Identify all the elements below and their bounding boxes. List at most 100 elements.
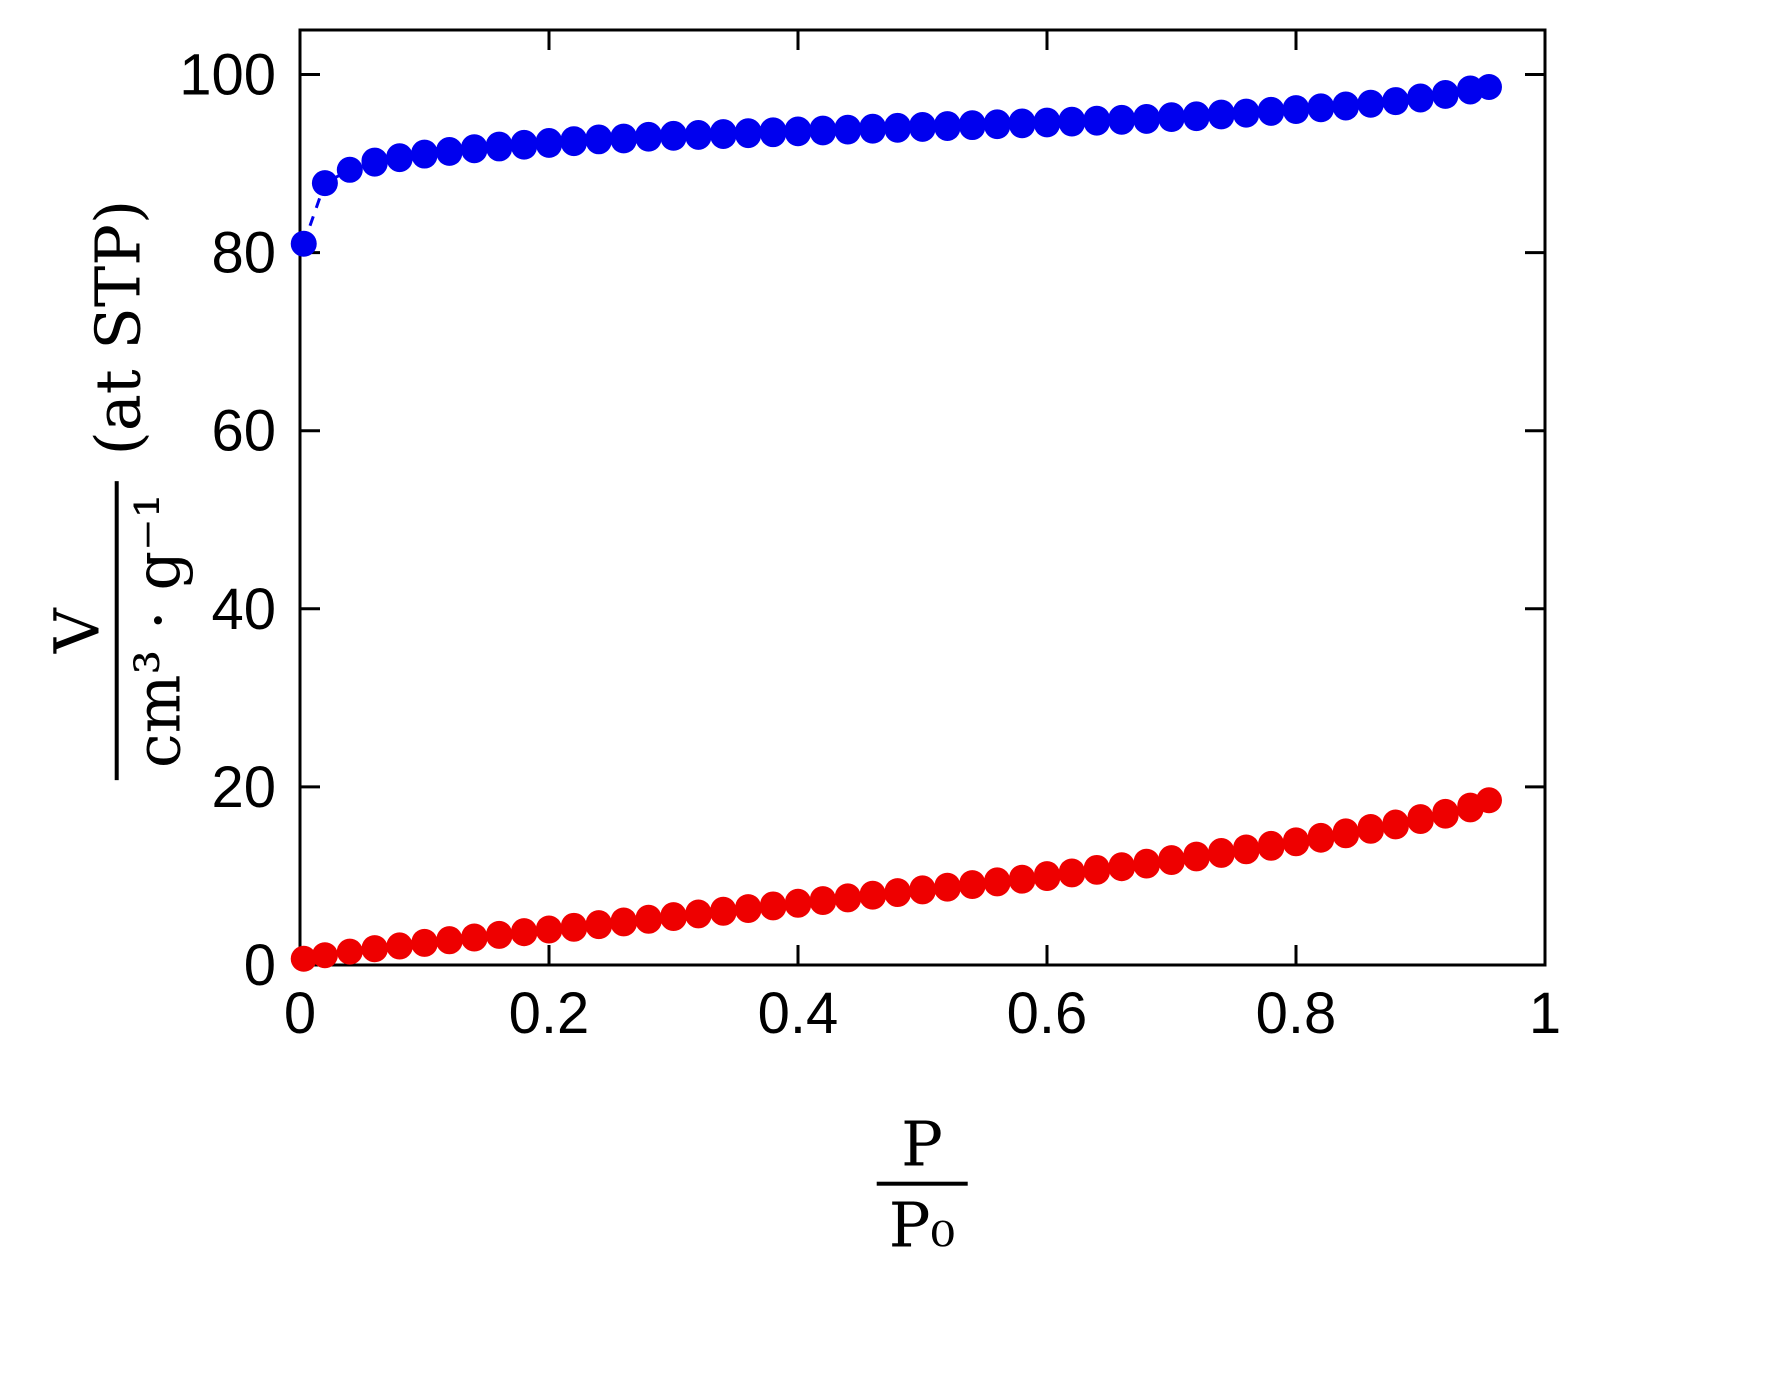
y-axis-fraction: V cm³ · g⁻¹: [40, 481, 195, 781]
red-adsorption-point: [1233, 834, 1260, 861]
red-adsorption-point: [311, 942, 338, 969]
blue-adsorption-point: [411, 142, 438, 169]
blue-adsorption-point: [1357, 91, 1384, 118]
blue-adsorption-point: [710, 122, 737, 149]
red-adsorption-point: [610, 907, 637, 934]
blue-adsorption-point: [809, 119, 836, 146]
red-adsorption-point: [1083, 854, 1110, 881]
blue-adsorption-point: [909, 115, 936, 142]
blue-adsorption-point: [486, 135, 513, 162]
blue-adsorption-point: [311, 170, 338, 197]
red-adsorption-point: [436, 926, 463, 953]
blue-adsorption-point: [1432, 82, 1459, 109]
axes-box: [298, 28, 1547, 967]
blue-adsorption-point: [1233, 101, 1260, 128]
red-adsorption-point: [809, 886, 836, 913]
red-adsorption-point: [984, 867, 1011, 894]
blue-adsorption-point: [1475, 73, 1502, 100]
red-adsorption-point: [361, 935, 388, 962]
y-axis-numerator: V: [40, 608, 114, 654]
red-adsorption-point: [834, 883, 861, 910]
red-adsorption-point: [1432, 798, 1459, 825]
blue-adsorption-point: [834, 118, 861, 145]
red-adsorption-point: [1407, 804, 1434, 831]
blue-adsorption-point: [1009, 112, 1036, 139]
red-adsorption-point: [785, 888, 811, 915]
red-adsorption-point: [411, 928, 438, 955]
blue-adsorption-point: [1307, 96, 1334, 123]
x-axis-denominator: P₀: [876, 1182, 968, 1261]
blue-adsorption-point: [685, 123, 712, 150]
x-tick-label: 0: [284, 981, 316, 1046]
y-tick-label: 0: [244, 933, 276, 998]
y-tick-label: 20: [211, 755, 276, 820]
red-adsorption-point: [1307, 822, 1334, 849]
red-adsorption-point: [1009, 864, 1036, 891]
red-adsorption-point: [536, 915, 562, 942]
red-adsorption-point: [461, 923, 488, 950]
red-adsorption-point: [336, 938, 363, 965]
blue-adsorption-point: [635, 125, 662, 152]
blue-adsorption-point: [1133, 107, 1160, 134]
blue-adsorption-point: [1183, 105, 1210, 132]
blue-adsorption-point: [336, 156, 363, 183]
blue-adsorption-point: [610, 127, 637, 154]
blue-adsorption-point: [1258, 99, 1285, 126]
blue-adsorption-point: [959, 114, 986, 141]
x-axis-numerator: P: [901, 1107, 943, 1181]
blue-adsorption-point: [1283, 98, 1309, 125]
y-tick-label: 40: [211, 577, 276, 642]
blue-adsorption-point: [386, 146, 413, 173]
x-axis-label: P P₀: [876, 1107, 968, 1262]
blue-adsorption-point: [760, 121, 787, 148]
red-adsorption-point: [1158, 845, 1185, 872]
red-adsorption-point: [635, 904, 662, 931]
red-adsorption-point: [959, 870, 986, 897]
red-adsorption-point: [685, 899, 712, 926]
blue-adsorption-point: [511, 133, 538, 160]
red-adsorption-point: [859, 880, 886, 907]
y-axis-suffix: (at STP): [81, 199, 155, 456]
red-adsorption-point: [486, 920, 513, 947]
blue-adsorption-point: [1058, 110, 1085, 137]
blue-adsorption-point: [934, 114, 961, 141]
red-adsorption-point: [1258, 830, 1285, 857]
blue-adsorption-point: [1083, 109, 1110, 136]
red-adsorption-point: [511, 918, 538, 945]
blue-adsorption-point: [785, 120, 811, 147]
red-adsorption-point: [585, 910, 612, 937]
blue-adsorption-point: [1382, 89, 1409, 116]
blue-adsorption-point: [585, 128, 612, 155]
y-tick-label: 60: [211, 399, 276, 464]
y-axis-label: V cm³ · g⁻¹ (at STP): [40, 199, 195, 781]
blue-adsorption-point: [1332, 94, 1359, 121]
blue-adsorption-point: [361, 150, 388, 177]
red-adsorption-point: [1475, 787, 1502, 814]
red-adsorption-point: [1382, 809, 1409, 836]
red-adsorption-point: [1283, 827, 1309, 854]
red-adsorption-point: [1332, 818, 1359, 845]
red-adsorption-point: [290, 945, 317, 972]
blue-adsorption-point: [290, 230, 317, 257]
blue-adsorption-point: [436, 139, 463, 166]
blue-adsorption-point: [1407, 86, 1434, 113]
x-tick-label: 0.2: [509, 981, 590, 1046]
red-adsorption-point: [1034, 861, 1060, 888]
blue-adsorption-point: [461, 137, 488, 164]
blue-adsorption-point: [984, 113, 1011, 140]
y-tick-label: 100: [179, 43, 276, 108]
red-adsorption-point: [386, 932, 413, 959]
red-adsorption-point: [560, 912, 587, 939]
x-axis-fraction: P P₀: [876, 1107, 968, 1262]
red-adsorption-point: [1357, 813, 1384, 840]
red-adsorption-point: [1108, 852, 1135, 879]
blue-adsorption-point: [1034, 111, 1060, 138]
x-tick-label: 0.8: [1256, 981, 1337, 1046]
red-adsorption-point: [1133, 848, 1160, 875]
red-adsorption-point: [909, 875, 936, 902]
blue-adsorption-point: [884, 116, 911, 143]
red-adsorption-point: [710, 896, 737, 923]
blue-adsorption-point: [1208, 103, 1235, 130]
